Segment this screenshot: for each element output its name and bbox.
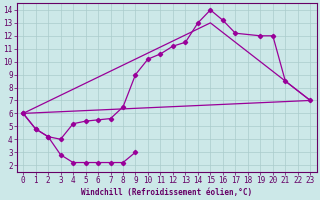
- X-axis label: Windchill (Refroidissement éolien,°C): Windchill (Refroidissement éolien,°C): [81, 188, 252, 197]
